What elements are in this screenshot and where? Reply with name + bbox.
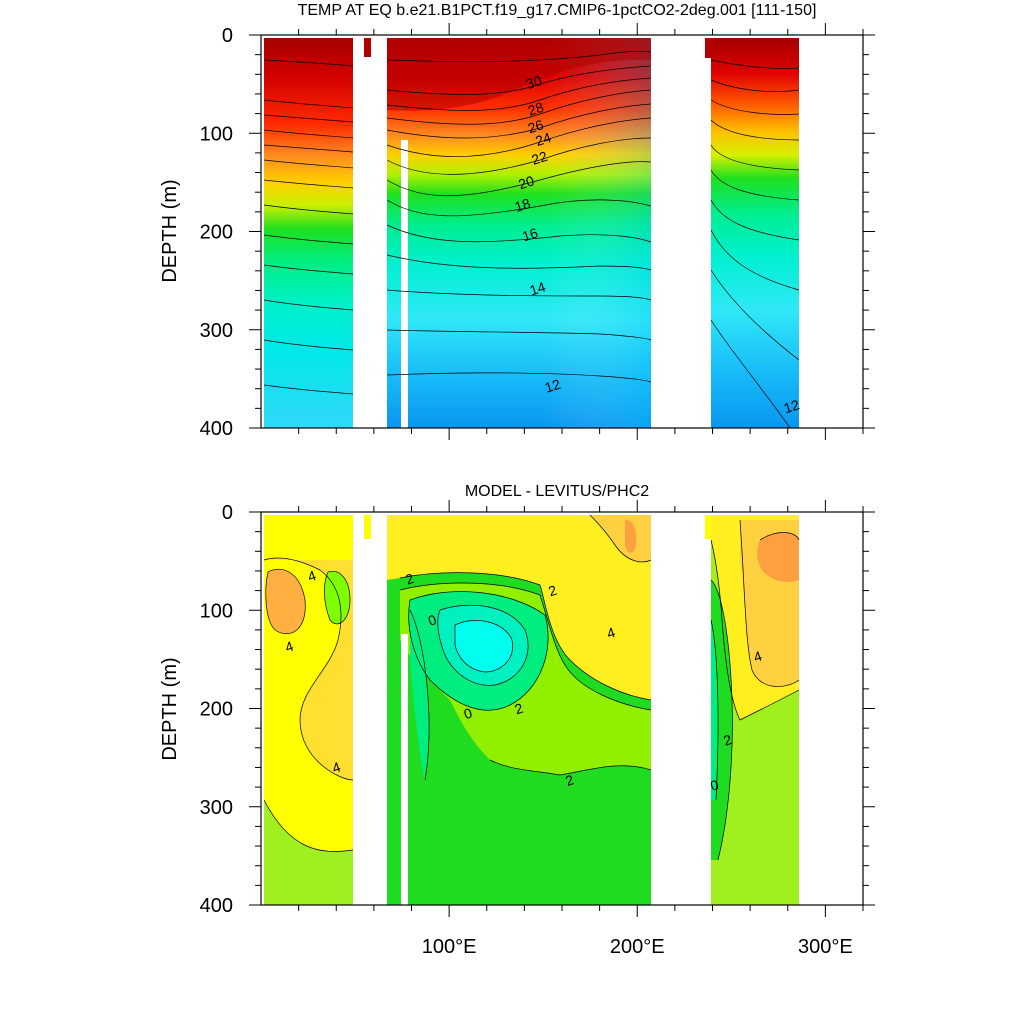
bottom-x-axis: 100°E 200°E 300°E xyxy=(298,500,864,958)
contour-label: 18 xyxy=(513,195,533,215)
bottom-fill-indian-green xyxy=(324,571,350,624)
y-tick-label: 300 xyxy=(200,320,233,342)
top-panel: TEMP AT EQ b.e21.B1PCT.f19_g17.CMIP6-1pc… xyxy=(159,2,875,440)
top-panel-title: TEMP AT EQ b.e21.B1PCT.f19_g17.CMIP6-1pc… xyxy=(298,2,817,19)
bottom-land-gap xyxy=(401,634,408,905)
contour-label: 16 xyxy=(520,224,540,244)
contour-label: 30 xyxy=(524,72,544,92)
top-y-axis-label: DEPTH (m) xyxy=(159,179,181,282)
top-warm-pool xyxy=(387,38,651,111)
x-tick-label: 100°E xyxy=(422,936,477,958)
bottom-contour-lines xyxy=(263,514,800,861)
contour-label: 12 xyxy=(543,376,563,396)
top-land-gap xyxy=(401,140,408,428)
y-tick-label: 200 xyxy=(200,222,233,244)
y-tick-label: 200 xyxy=(200,699,233,721)
contour-label: 20 xyxy=(516,172,536,192)
top-fill-indian xyxy=(264,38,353,428)
bottom-fill-indian-deep xyxy=(264,800,353,905)
bottom-panel: MODEL - LEVITUS/PHC2 xyxy=(159,483,875,958)
top-fill-atlantic xyxy=(711,38,799,428)
bottom-fill-strip-2 xyxy=(705,515,713,539)
y-tick-label: 100 xyxy=(200,600,233,622)
y-tick-label: 400 xyxy=(200,895,233,917)
y-tick-label: 400 xyxy=(200,418,233,440)
bottom-fill-indian-orange xyxy=(265,569,306,634)
bottom-fill-west-orange xyxy=(625,519,637,553)
bottom-fill-strip xyxy=(364,515,371,539)
top-y-axis: 0 100 200 300 400 xyxy=(200,25,875,440)
bottom-fill-pacific-cyan-core xyxy=(455,620,513,672)
y-tick-label: 0 xyxy=(222,502,233,524)
contour-label: 12 xyxy=(782,396,802,416)
bottom-fill-west-warm xyxy=(590,515,651,562)
contour-label: 22 xyxy=(530,148,550,168)
bottom-fill-indian-gold xyxy=(264,558,353,780)
y-tick-label: 0 xyxy=(222,25,233,47)
contour-label: 14 xyxy=(528,278,548,298)
y-tick-label: 300 xyxy=(200,797,233,819)
contour-label: 26 xyxy=(526,116,546,136)
top-contour-lines xyxy=(263,50,800,428)
top-x-axis xyxy=(298,23,864,440)
x-tick-label: 200°E xyxy=(610,936,665,958)
bottom-fill-atlantic-orange xyxy=(757,532,799,582)
top-fill-strip-2 xyxy=(705,38,713,58)
bottom-y-axis-label: DEPTH (m) xyxy=(159,657,181,760)
top-fill-strip xyxy=(364,38,371,57)
bottom-panel-title: MODEL - LEVITUS/PHC2 xyxy=(465,483,649,500)
y-tick-label: 100 xyxy=(200,123,233,145)
bottom-fill-pacific-tongue xyxy=(410,610,430,780)
x-tick-label: 300°E xyxy=(798,936,853,958)
bottom-fill-pacific-yellow xyxy=(387,515,651,700)
contour-label: 24 xyxy=(533,129,553,149)
contour-label: 28 xyxy=(526,99,546,119)
bottom-y-axis: 0 100 200 300 400 xyxy=(200,502,875,917)
